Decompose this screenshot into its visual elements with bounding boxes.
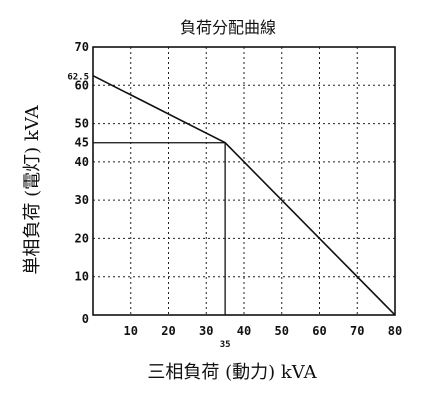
y-axis-label: 単相負荷 (電灯) kVA [22,104,43,274]
y-tick-label: 60 [75,78,89,92]
y-tick-label: 50 [75,117,89,131]
x-tick-label: 70 [350,324,364,338]
x-axis-label: 三相負荷 (動力) kVA [147,362,317,383]
x-tick-label: 10 [124,324,138,338]
y-tick-label: 30 [75,193,89,207]
series-line-0 [92,75,396,316]
y-tick-label: 62.5 [67,73,89,83]
x-tick-label: 30 [199,324,213,338]
y-tick-label: 70 [75,40,89,54]
x-tick-label: 80 [388,324,402,338]
grid-lines [93,47,395,315]
chart-title: 負荷分配曲線 [180,18,276,37]
x-tick-label: 40 [237,324,251,338]
x-tick-label: 20 [161,324,175,338]
reference-guides [93,142,226,315]
x-tick-label-35: 35 [220,340,231,350]
x-axis-ticks: 10 20 30 40 50 60 70 80 35 [124,324,403,350]
x-tick-label: 50 [275,324,289,338]
series-layer [92,75,396,316]
y-tick-label: 20 [75,231,89,245]
y-tick-label: 40 [75,155,89,169]
plot-frame [92,46,396,316]
y-tick-label: 0 [82,312,89,326]
y-tick-label: 45 [75,136,89,150]
x-tick-label: 60 [312,324,326,338]
y-tick-label: 10 [75,270,89,284]
